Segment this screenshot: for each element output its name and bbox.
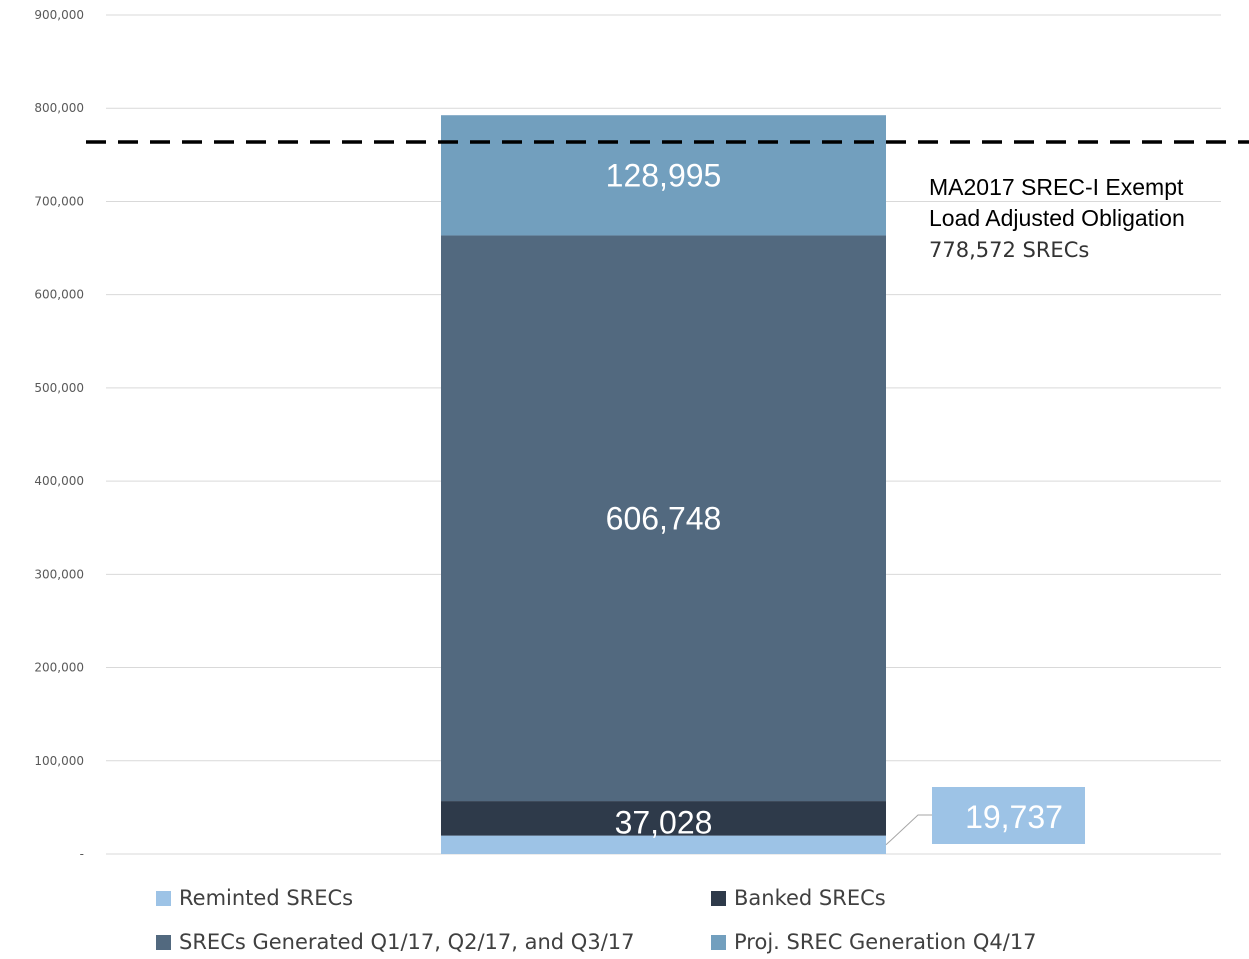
bar-segment [441,115,886,236]
reference-line-group: MA2017 SREC-I Exempt Load Adjusted Obliga… [86,140,1249,262]
legend-swatch-reminted [156,890,171,906]
callout-box [932,787,1085,844]
y-tick-label: 300,000 [34,567,84,581]
callout-group: 19,737 [885,787,1085,846]
legend-label-reminted: Reminted SRECs [179,886,354,910]
segment-data-label: 37,028 [615,805,713,841]
callout-leader-line [885,814,932,846]
y-tick-label: 100,000 [34,754,84,768]
bar-segment [441,835,886,854]
legend-item-projected: Proj. SREC Generation Q4/17 [711,930,1037,954]
y-tick-label: - [80,847,84,861]
bar-segment [441,235,886,802]
legend-item-generated: SRECs Generated Q1/17, Q2/17, and Q3/17 [156,930,635,954]
segment-data-label: 128,995 [606,157,722,193]
y-tick-label: 700,000 [34,194,84,208]
legend-item-reminted: Reminted SRECs [156,886,353,910]
callout-data-label: 19,737 [965,799,1063,835]
y-axis-ticks: - 100,000 200,000 300,000 400,000 500,000 600,… [34,8,84,861]
legend-label-projected: Proj. SREC Generation Q4/17 [734,930,1037,954]
obligation-annotation-value: 778,572 SRECs [929,238,1089,262]
y-tick-label: 500,000 [34,381,84,395]
bar-segments [441,115,886,854]
y-tick-label: 200,000 [34,661,84,675]
y-tick-label: 900,000 [34,8,84,22]
obligation-annotation-line2: Load Adjusted Obligation [929,205,1185,231]
segment-labels: 37,028 606,748 128,995 [606,157,722,840]
legend-swatch-banked [711,890,726,906]
segment-data-label: 606,748 [606,500,722,536]
bar-segment [441,801,886,836]
obligation-annotation-line1: MA2017 SREC-I Exempt [929,174,1184,200]
legend-swatch-projected [711,934,726,950]
y-tick-label: 800,000 [34,101,84,115]
legend-label-banked: Banked SRECs [734,886,886,910]
y-tick-label: 400,000 [34,474,84,488]
legend-item-banked: Banked SRECs [711,886,886,910]
legend-label-generated: SRECs Generated Q1/17, Q2/17, and Q3/17 [179,930,635,954]
legend-swatch-generated [156,934,171,950]
y-tick-label: 600,000 [34,288,84,302]
